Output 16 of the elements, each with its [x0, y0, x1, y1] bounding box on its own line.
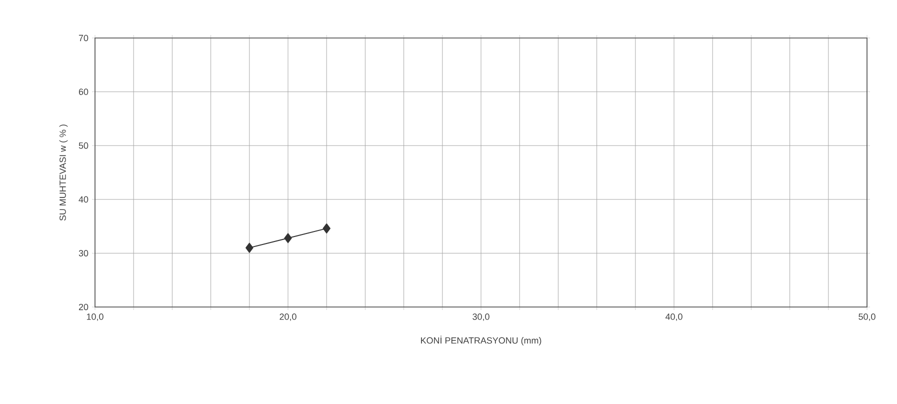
point [246, 242, 254, 253]
y-tick-label: 30 [78, 250, 88, 256]
x-tick-label: 50,0 [858, 314, 876, 321]
x-tick-label: 40,0 [665, 314, 682, 321]
x-tick-label: 10,0 [86, 314, 104, 321]
y-tick-label: 40 [78, 196, 88, 203]
y-tick-label: 60 [78, 88, 88, 95]
y-tick-label: 70 [78, 34, 88, 42]
x-tick-label: 20,0 [280, 314, 296, 321]
point [284, 233, 292, 244]
x-tick-label: 30,0 [472, 314, 490, 321]
y-tick-label: 50 [78, 142, 88, 149]
y-axis-title: SU MUHTEVASI w ( % ) [59, 124, 68, 221]
y-tick-label: 20 [78, 304, 88, 310]
x-axis-title: KONİ PENATRASYONU (mm) [421, 336, 542, 346]
point [322, 223, 330, 234]
